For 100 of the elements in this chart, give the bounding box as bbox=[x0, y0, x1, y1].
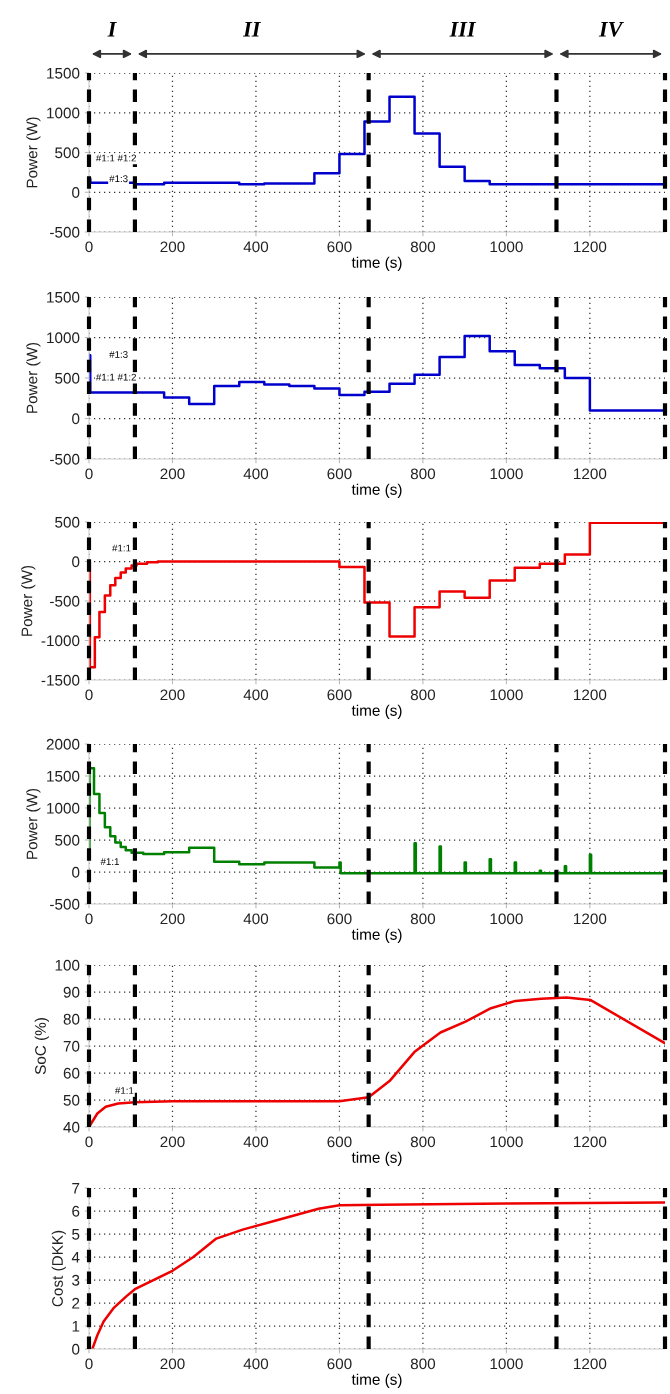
annotation: #1:1 #1:2 bbox=[95, 373, 136, 381]
y-axis-title: Cost (DKK) bbox=[51, 1230, 66, 1307]
text: IV bbox=[598, 21, 624, 37]
x-tick-label: 1200 bbox=[574, 1136, 607, 1148]
x-tick-label: 1000 bbox=[490, 913, 523, 925]
y-tick-label: 0 bbox=[72, 187, 80, 198]
annotation: #1:3 bbox=[109, 175, 128, 183]
y-tick-label: 0 bbox=[72, 1343, 80, 1355]
x-tick-label: 0 bbox=[85, 241, 93, 253]
x-tick-label: 1000 bbox=[490, 468, 523, 480]
y-tick-label: -500 bbox=[50, 453, 80, 465]
x-tick-label: 800 bbox=[410, 468, 436, 480]
x-axis-title: time (s) bbox=[351, 483, 402, 498]
y-tick-label: -500 bbox=[50, 595, 80, 607]
y-axis-title: SoC (%) bbox=[34, 1018, 49, 1075]
y-tick-label: 60 bbox=[63, 1067, 80, 1079]
x-tick-label: 600 bbox=[327, 241, 352, 253]
y-tick-label: 1000 bbox=[47, 802, 80, 814]
text: I bbox=[107, 21, 117, 37]
annotation: #1:1 bbox=[112, 544, 131, 552]
x-tick-label: 200 bbox=[160, 468, 185, 480]
annotation: #1:3 bbox=[109, 351, 128, 358]
y-tick-label: 3 bbox=[72, 1274, 80, 1286]
y-tick-label: 1500 bbox=[47, 770, 80, 782]
x-axis-title: time (s) bbox=[351, 256, 402, 271]
y-tick-label: 1000 bbox=[47, 332, 80, 344]
y-axis-title: Power (W) bbox=[26, 117, 41, 188]
y-tick-label: 500 bbox=[55, 834, 80, 846]
y-tick-label: 6 bbox=[72, 1205, 80, 1217]
x-tick-label: 600 bbox=[327, 468, 352, 480]
x-tick-label: 0 bbox=[85, 1136, 93, 1148]
x-tick-label: 1200 bbox=[574, 241, 607, 253]
text: II bbox=[242, 21, 262, 37]
x-tick-label: 1200 bbox=[574, 468, 607, 480]
x-tick-label: 800 bbox=[410, 241, 436, 253]
y-tick-label: 1500 bbox=[47, 67, 80, 79]
y-tick-label: 500 bbox=[55, 147, 80, 159]
x-tick-label: 600 bbox=[327, 1136, 352, 1148]
y-tick-label: 500 bbox=[55, 372, 80, 384]
y-tick-label: 100 bbox=[55, 959, 80, 971]
x-tick-label: 200 bbox=[160, 913, 185, 925]
x-tick-label: 400 bbox=[243, 913, 269, 925]
x-tick-label: 1000 bbox=[490, 1358, 523, 1370]
y-tick-label: 0 bbox=[72, 866, 80, 878]
annotation: #1:1 bbox=[100, 858, 119, 865]
x-axis-title: time (s) bbox=[351, 928, 402, 943]
x-tick-label: 200 bbox=[160, 241, 185, 253]
y-tick-label: 80 bbox=[63, 1013, 80, 1025]
x-tick-label: 400 bbox=[243, 241, 269, 253]
y-tick-label: 7 bbox=[72, 1183, 80, 1194]
x-tick-label: 400 bbox=[243, 1136, 269, 1148]
y-tick-label: 0 bbox=[72, 556, 80, 568]
y-tick-label: 90 bbox=[63, 986, 80, 998]
y-tick-label: 50 bbox=[63, 1094, 80, 1106]
x-tick-label: 800 bbox=[410, 1136, 436, 1148]
x-tick-label: 200 bbox=[160, 689, 185, 701]
x-tick-label: 600 bbox=[327, 689, 352, 701]
y-tick-label: 5 bbox=[72, 1229, 80, 1240]
x-tick-label: 0 bbox=[85, 1358, 93, 1370]
annotation: #1:1 #1:2 bbox=[95, 154, 136, 162]
x-tick-label: 400 bbox=[243, 689, 269, 701]
y-tick-label: 1 bbox=[72, 1321, 80, 1332]
y-tick-label: 1000 bbox=[47, 107, 80, 119]
x-tick-label: 1200 bbox=[574, 689, 607, 701]
x-tick-label: 800 bbox=[410, 1358, 436, 1370]
x-tick-label: 200 bbox=[160, 1136, 185, 1148]
y-tick-label: -500 bbox=[50, 226, 80, 238]
x-tick-label: 1000 bbox=[490, 689, 523, 701]
x-tick-label: 400 bbox=[243, 1358, 269, 1370]
y-tick-label: 0 bbox=[72, 413, 80, 425]
y-tick-label: 500 bbox=[55, 516, 80, 528]
y-tick-label: -1500 bbox=[41, 674, 80, 686]
y-tick-label: 70 bbox=[63, 1040, 80, 1052]
y-axis-title: Power (W) bbox=[26, 788, 41, 859]
y-tick-label: 2 bbox=[72, 1297, 80, 1309]
y-tick-label: 2000 bbox=[46, 738, 80, 750]
y-tick-label: 40 bbox=[63, 1121, 80, 1133]
y-tick-label: 4 bbox=[71, 1252, 80, 1263]
text: III bbox=[449, 21, 477, 37]
x-tick-label: 800 bbox=[410, 689, 436, 701]
x-axis-title: time (s) bbox=[351, 704, 402, 719]
x-axis-title: time (s) bbox=[351, 1151, 402, 1166]
x-tick-label: 0 bbox=[85, 468, 93, 480]
y-tick-label: -500 bbox=[50, 898, 80, 910]
x-tick-label: 1000 bbox=[490, 241, 523, 253]
x-tick-label: 0 bbox=[85, 689, 93, 701]
y-tick-label: -1000 bbox=[41, 635, 80, 647]
y-axis-title: Power (W) bbox=[21, 565, 36, 636]
x-tick-label: 0 bbox=[85, 913, 93, 925]
x-tick-label: 1200 bbox=[574, 1358, 607, 1370]
x-tick-label: 600 bbox=[327, 913, 352, 925]
x-tick-label: 800 bbox=[410, 913, 436, 925]
x-tick-label: 1200 bbox=[574, 913, 607, 925]
x-tick-label: 1000 bbox=[490, 1136, 523, 1148]
x-tick-label: 200 bbox=[160, 1358, 185, 1370]
y-tick-label: 1500 bbox=[47, 291, 80, 303]
annotation: #1:1 bbox=[114, 1087, 134, 1094]
x-axis-title: time (s) bbox=[351, 1373, 402, 1388]
x-tick-label: 400 bbox=[243, 468, 269, 480]
x-tick-label: 600 bbox=[327, 1358, 352, 1370]
